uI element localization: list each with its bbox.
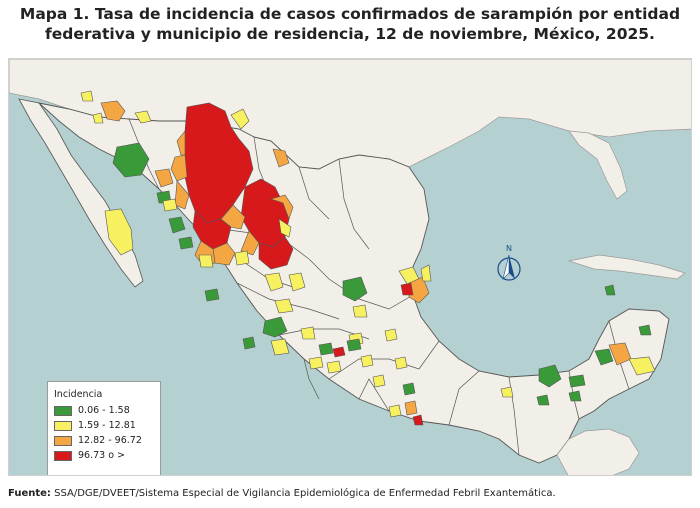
region-chiapas-green	[536, 394, 550, 406]
incidence-regions	[80, 90, 656, 426]
region-chiapas-yellow	[500, 386, 514, 398]
region-guerrero-yellow-2	[388, 404, 402, 418]
region-oaxaca-orange	[404, 400, 418, 416]
region-chihuahua-yellow-1	[230, 108, 250, 130]
region-campeche-green	[568, 374, 586, 388]
region-baja-yellow-2	[92, 112, 104, 124]
region-nayarit-green	[204, 288, 220, 302]
region-coahuila-red	[258, 236, 294, 270]
region-jalisco-green	[262, 316, 288, 338]
legend-item: 12.82 - 96.72	[54, 433, 154, 448]
legend-swatch-red	[54, 450, 72, 461]
region-coahuila-yellow	[278, 218, 292, 238]
region-guanajuato-yellow	[300, 326, 316, 340]
region-sonora-orange-2	[154, 168, 174, 188]
legend-item: 96.73 o >	[54, 448, 154, 463]
region-sonora-green-1	[112, 142, 150, 178]
region-sonora-yellow-2	[162, 198, 178, 212]
region-sinaloa-green	[168, 216, 186, 234]
region-coahuila-orange-2	[272, 148, 290, 168]
region-coahuila-orange	[269, 194, 294, 220]
region-michoacan-yellow	[326, 360, 342, 374]
region-tabasco-green	[538, 364, 562, 388]
region-chihuahua-orange-5	[240, 230, 260, 256]
legend: Incidencia 0.06 - 1.58 1.59 - 12.81 12.8…	[47, 381, 161, 475]
legend-label: 12.82 - 96.72	[78, 435, 142, 446]
north-label: N	[506, 244, 512, 253]
legend-label: 96.73 o >	[78, 450, 126, 461]
region-oaxaca-green	[402, 382, 416, 396]
region-guerrero-yellow	[372, 374, 386, 388]
region-durango-yellow	[234, 250, 250, 266]
region-zacatecas-yellow	[264, 272, 284, 292]
florida-landmass	[568, 130, 628, 200]
region-veracruz-yellow-2	[420, 264, 432, 282]
region-chihuahua-orange-2	[170, 154, 188, 182]
region-oaxaca-yellow	[394, 356, 408, 370]
legend-swatch-orange	[54, 435, 72, 446]
cuba-landmass	[567, 254, 686, 280]
region-sinaloa-yellow	[198, 254, 214, 268]
map-panel[interactable]: N Incidencia 0.06 - 1.58 1.59 - 12.81 12…	[8, 58, 692, 476]
region-sonora-orange	[100, 100, 126, 122]
region-yucatan-green	[594, 348, 614, 366]
title-line-2: federativa y municipio de residencia, 12…	[45, 25, 655, 43]
region-tamaulipas-yellow	[352, 304, 368, 318]
source-label: Fuente:	[8, 488, 51, 499]
legend-label: 1.59 - 12.81	[78, 420, 136, 431]
central-america	[556, 428, 640, 475]
region-oaxaca-red	[412, 414, 424, 426]
legend-title: Incidencia	[54, 389, 103, 400]
region-jalisco-yellow	[270, 338, 290, 356]
region-queretaro-green	[318, 342, 334, 356]
region-central-yellow	[308, 356, 324, 370]
region-hidalgo-green	[346, 338, 362, 352]
legend-item: 0.06 - 1.58	[54, 403, 154, 418]
source-note: Fuente: SSA/DGE/DVEET/Sistema Especial d…	[8, 488, 556, 499]
source-text: SSA/DGE/DVEET/Sistema Especial de Vigila…	[50, 488, 556, 499]
region-chihuahua-orange-1	[176, 130, 186, 156]
region-baja-yellow-1	[80, 90, 94, 102]
region-sinaloa-green-2	[178, 236, 194, 250]
region-campeche-green-2	[568, 390, 582, 402]
legend-label: 0.06 - 1.58	[78, 405, 130, 416]
region-zacatecas-yellow-2	[274, 298, 294, 314]
region-central-red	[332, 346, 346, 358]
map-title: Mapa 1. Tasa de incidencia de casos conf…	[8, 4, 692, 44]
legend-swatch-yellow	[54, 420, 72, 431]
region-puebla-yellow-2	[384, 328, 398, 342]
region-bcs-yellow	[104, 208, 134, 256]
region-sonora-yellow-1	[134, 110, 152, 124]
region-puebla-yellow	[360, 354, 374, 368]
region-tamaulipas-green	[342, 276, 368, 302]
region-qroo-yellow	[628, 356, 656, 376]
region-nl-yellow	[288, 272, 306, 292]
region-qroo-green	[638, 324, 652, 336]
legend-swatch-green	[54, 405, 72, 416]
region-chihuahua-orange-3	[174, 180, 190, 210]
region-jalisco-green-2	[242, 336, 256, 350]
region-gulf-green	[604, 284, 616, 296]
legend-item: 1.59 - 12.81	[54, 418, 154, 433]
title-line-1: Mapa 1. Tasa de incidencia de casos conf…	[19, 5, 681, 23]
north-arrow-icon: N	[497, 244, 521, 281]
region-veracruz-red	[400, 282, 414, 296]
region-chihuahua-orange-4	[220, 204, 246, 230]
